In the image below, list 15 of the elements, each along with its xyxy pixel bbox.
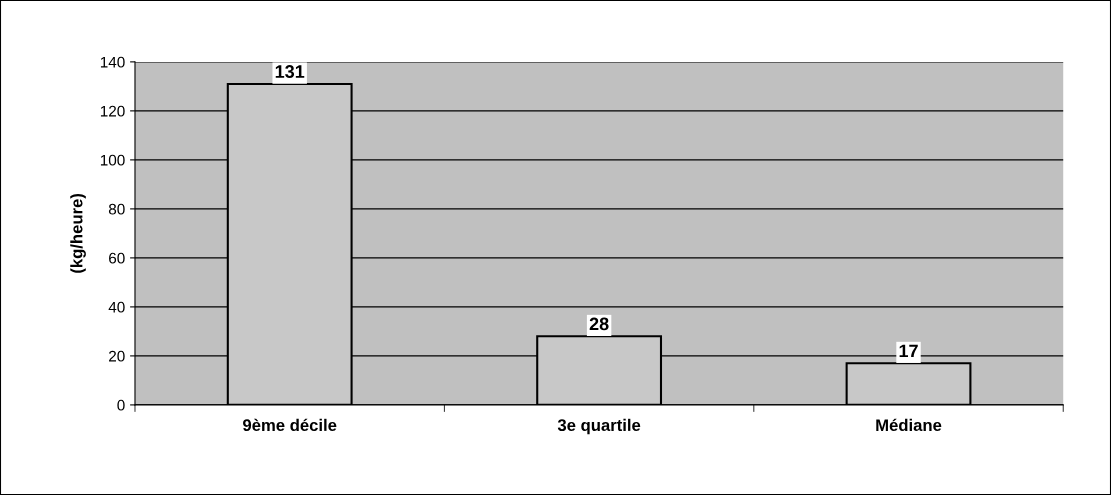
x-tick-label: 9ème décile — [243, 418, 337, 432]
y-tick-label: 20 — [109, 350, 125, 362]
y-tick-label: 100 — [100, 154, 125, 166]
y-axis-title: (kg/heure) — [70, 193, 86, 273]
x-tick-label: 3e quartile — [557, 418, 641, 435]
y-tick-label: 120 — [100, 105, 125, 117]
data-label: 28 — [589, 317, 609, 331]
y-tick-label: 140 — [100, 56, 125, 68]
y-tick-label: 0 — [117, 399, 125, 411]
y-tick-label: 60 — [109, 252, 125, 264]
y-tick-label: 40 — [108, 301, 125, 313]
data-label: 17 — [899, 344, 918, 358]
data-label: 131 — [275, 65, 305, 78]
y-tick-label: 80 — [108, 203, 125, 215]
x-tick-label: Médiane — [876, 418, 942, 432]
